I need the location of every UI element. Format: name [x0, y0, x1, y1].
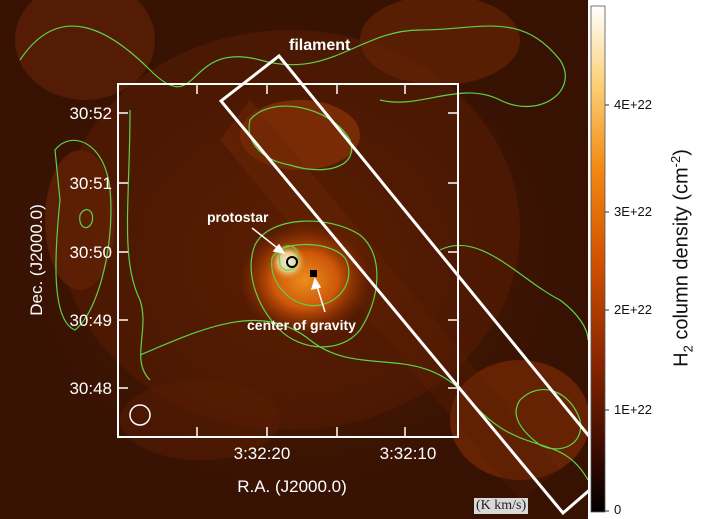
colorbar-tick: 1E+22 [614, 402, 652, 417]
x-tick-label: 3:32:10 [380, 444, 437, 463]
y-axis-title: Dec. (J2000.0) [27, 204, 46, 316]
center-of-gravity-marker [310, 270, 317, 277]
x-tick-label: 3:32:20 [234, 444, 291, 463]
colorbar-tick: 0 [614, 502, 622, 517]
contours [19, 25, 588, 481]
beam-circle [129, 404, 151, 426]
center-of-gravity-label: center of gravity [247, 317, 356, 333]
filament-box [218, 53, 588, 516]
x-axis-title: R.A. (J2000.0) [237, 477, 347, 496]
colorbar-title: H2 column density (cm-2) [668, 149, 696, 367]
colorbar [590, 5, 609, 513]
column-density-map: filament protostar center of gravity 30:… [0, 0, 588, 519]
colorbar-tick: 2E+22 [614, 302, 652, 317]
colorbar-panel: 4E+22 3E+22 2E+22 1E+22 0 H2 column dens… [588, 0, 714, 519]
y-tick-label: 30:50 [69, 243, 112, 262]
y-tick-label: 30:52 [69, 104, 112, 123]
colorbar-tick: 4E+22 [614, 97, 652, 112]
zoom-box [117, 83, 459, 438]
protostar-marker [286, 256, 298, 268]
y-tick-label: 30:51 [69, 174, 112, 193]
y-tick-label: 30:48 [69, 379, 112, 398]
colorbar-tick: 3E+22 [614, 204, 652, 219]
unit-note: (K km/s) [474, 498, 529, 514]
protostar-label: protostar [207, 209, 269, 225]
filament-label: filament [289, 37, 351, 54]
y-tick-label: 30:49 [69, 311, 112, 330]
